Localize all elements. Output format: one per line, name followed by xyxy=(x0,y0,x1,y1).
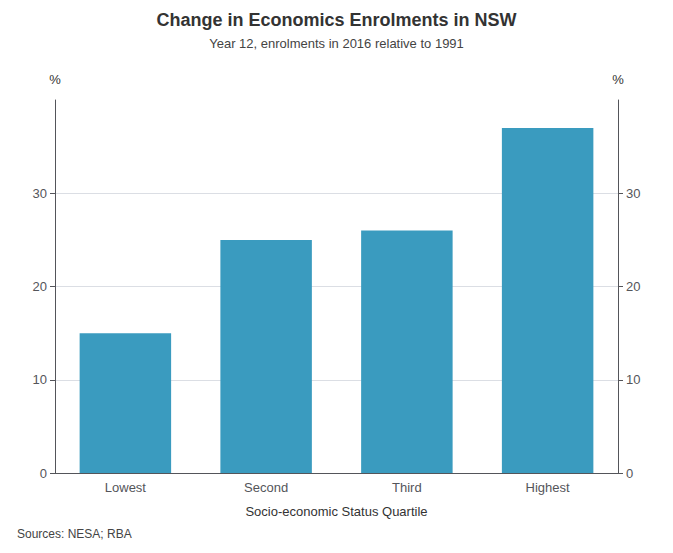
svg-text:10: 10 xyxy=(626,372,640,387)
svg-text:0: 0 xyxy=(626,466,633,481)
svg-text:30: 30 xyxy=(33,186,47,201)
svg-text:20: 20 xyxy=(33,279,47,294)
svg-text:Lowest: Lowest xyxy=(105,480,147,495)
svg-text:Third: Third xyxy=(392,480,422,495)
svg-text:Socio-economic Status Quartile: Socio-economic Status Quartile xyxy=(245,504,427,519)
svg-text:%: % xyxy=(612,72,624,87)
svg-text:Sources: NESA; RBA: Sources: NESA; RBA xyxy=(17,527,132,541)
svg-text:Second: Second xyxy=(244,480,288,495)
svg-text:Year 12, enrolments in 2016 re: Year 12, enrolments in 2016 relative to … xyxy=(209,36,464,51)
svg-text:30: 30 xyxy=(626,186,640,201)
svg-text:Change in Economics Enrolments: Change in Economics Enrolments in NSW xyxy=(156,10,516,30)
svg-text:%: % xyxy=(49,72,61,87)
svg-text:10: 10 xyxy=(33,372,47,387)
svg-text:20: 20 xyxy=(626,279,640,294)
svg-text:0: 0 xyxy=(40,466,47,481)
svg-text:Highest: Highest xyxy=(526,480,570,495)
